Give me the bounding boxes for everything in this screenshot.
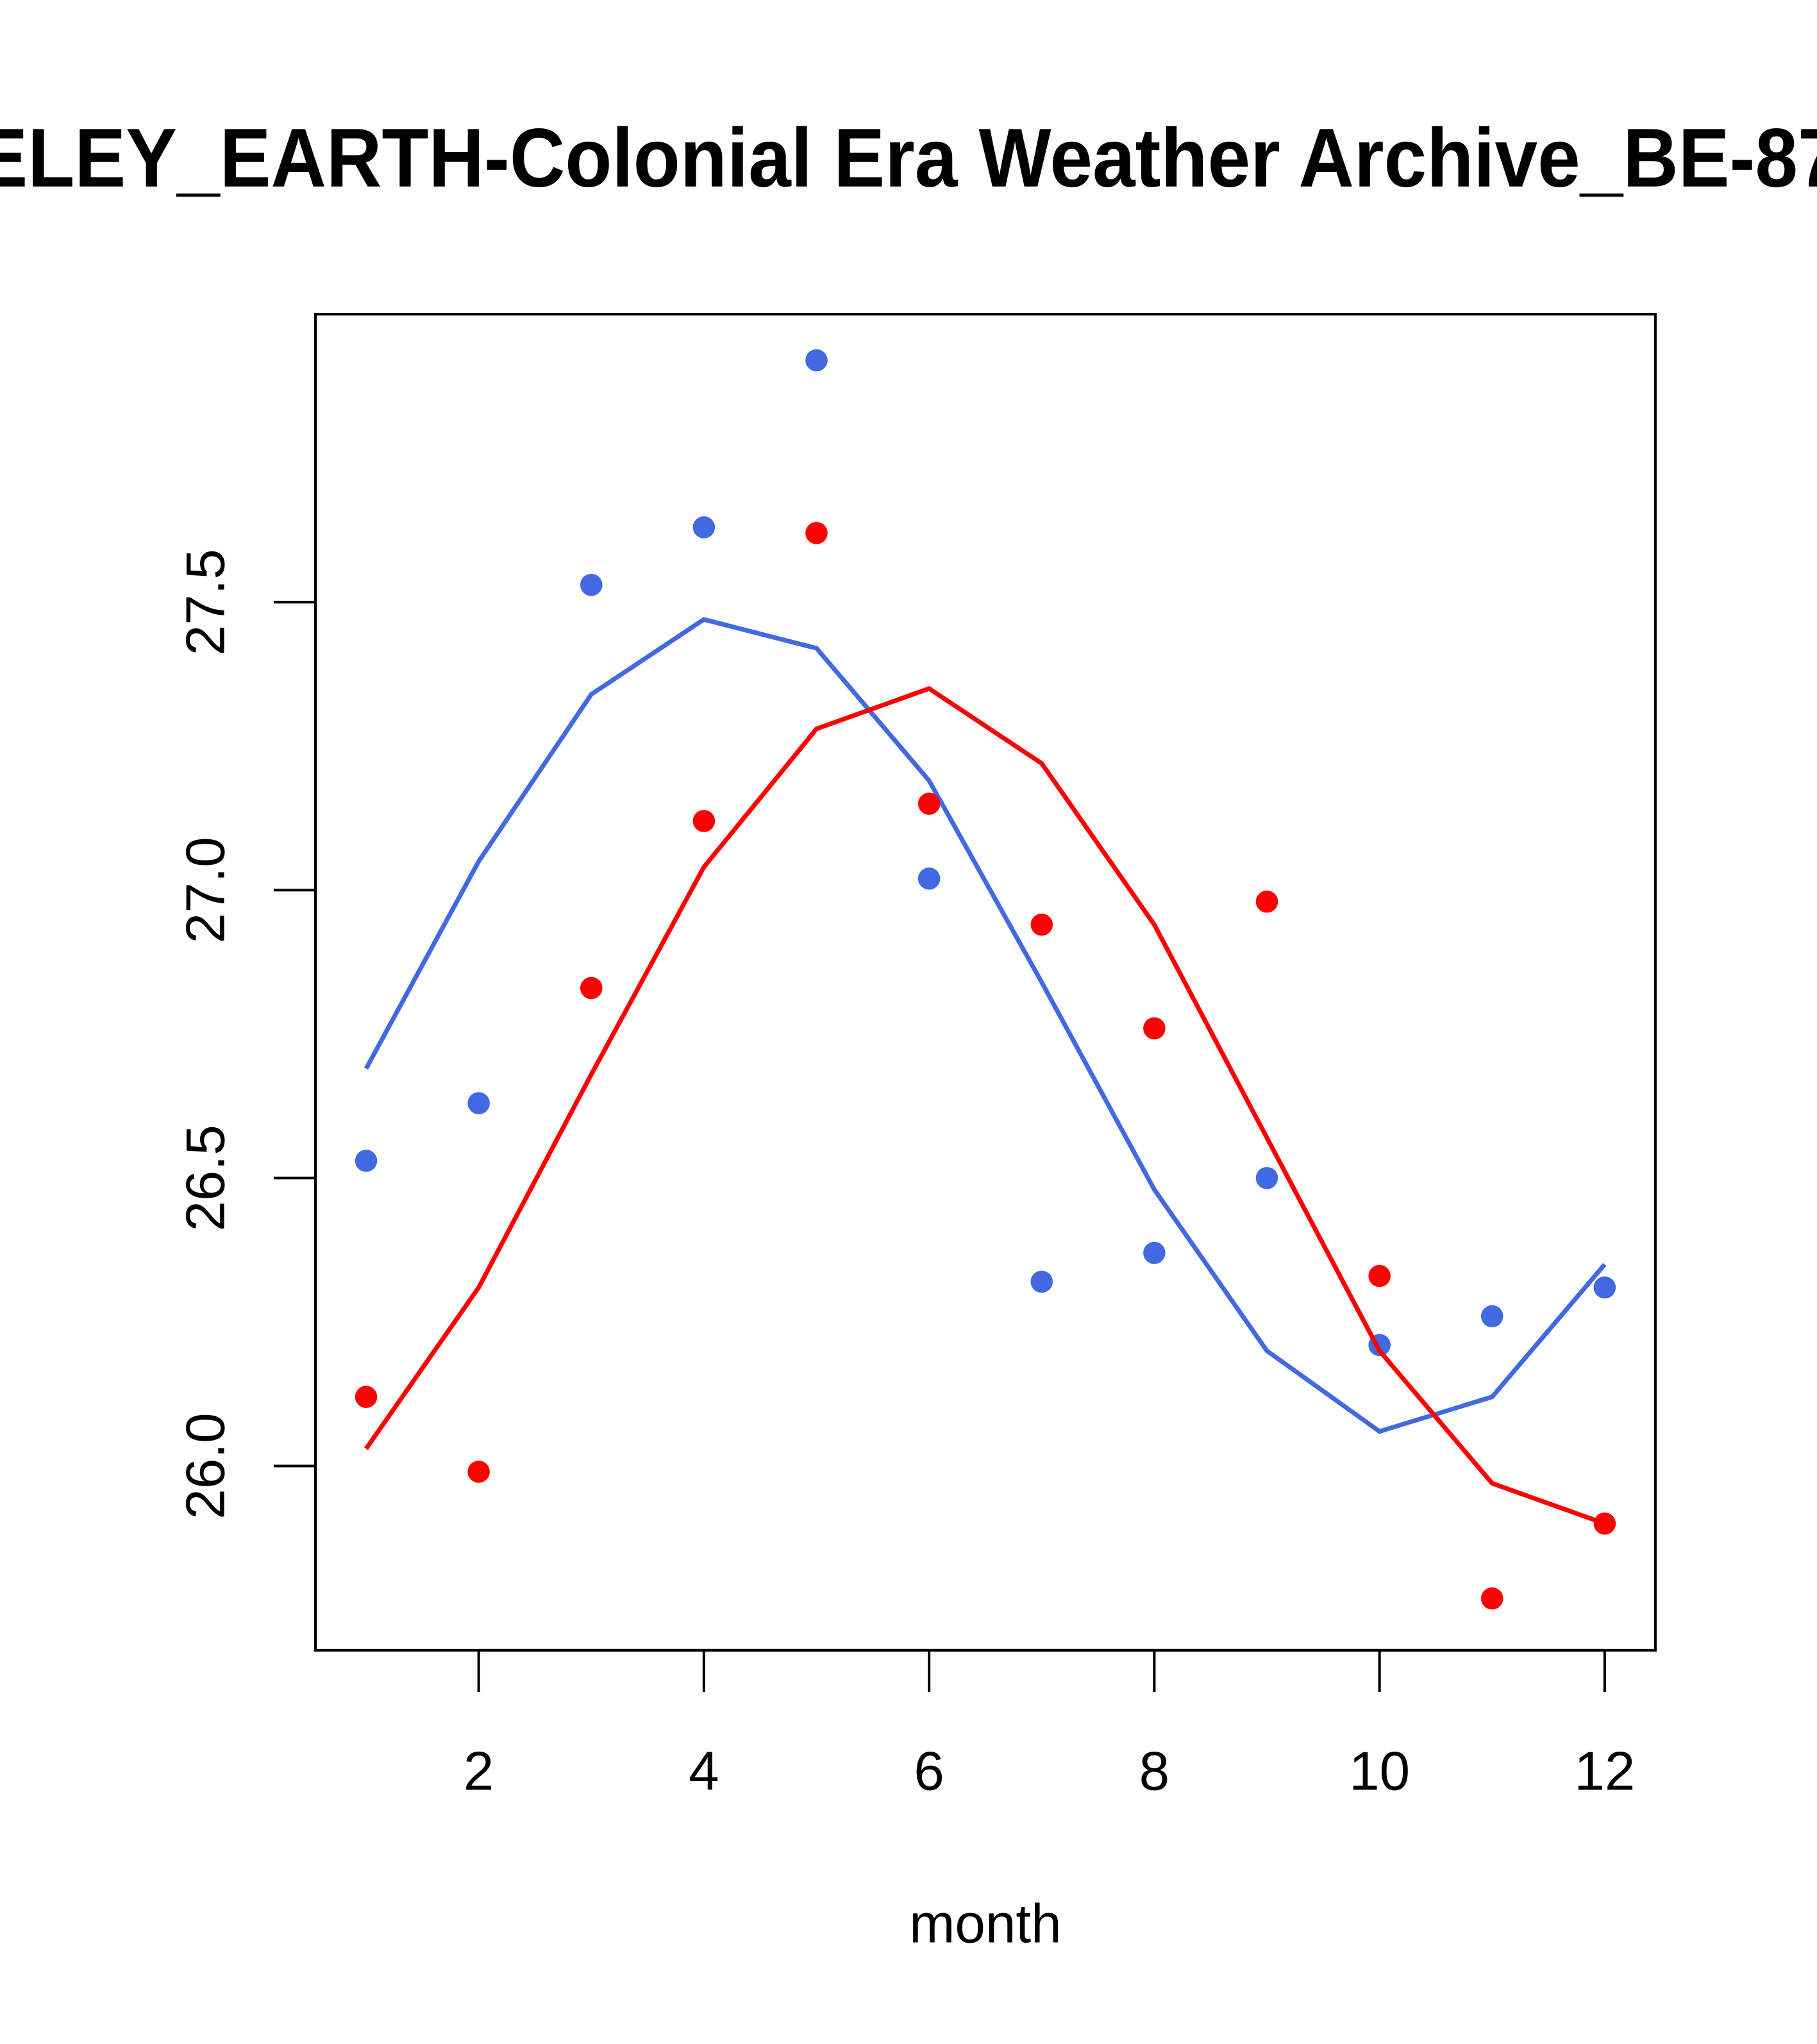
blue-data-point [1593,1276,1616,1299]
blue-data-point [1255,1167,1278,1189]
x-axis: 2 4 6 8 10 12 [464,1648,1635,1802]
x-tick-label: 4 [689,1741,719,1802]
red-smooth-line [364,685,1606,1526]
blue-data-point [1143,1241,1166,1264]
red-data-point [1143,1017,1166,1040]
red-data-point [692,810,716,832]
x-tick-label: 10 [1349,1741,1410,1802]
red-data-point [580,976,603,1000]
red-data-point [355,1386,378,1408]
plot-frame [314,313,1657,1652]
blue-data-point [805,349,828,372]
red-data-point [1593,1512,1616,1535]
x-axis-label: month [909,1893,1061,1954]
red-data-point [917,792,941,815]
blue-data-point [692,516,716,539]
red-data-point [1480,1587,1503,1610]
blue-data-point [1480,1305,1503,1328]
blue-data-point [355,1150,378,1172]
red-data-point [467,1461,490,1483]
red-data-point [1030,913,1053,936]
x-tick-label: 12 [1574,1741,1635,1802]
y-tick-label: 26.0 [176,1412,237,1519]
blue-data-point [467,1092,490,1114]
chart-title: ELEY_EARTH-Colonial Era Weather Archive_… [0,111,1817,205]
x-tick-label: 6 [914,1741,944,1802]
x-tick-label: 8 [1139,1741,1169,1802]
blue-data-point [917,867,941,890]
y-tick-label: 27.0 [176,837,237,943]
y-axis: 26.0 26.5 27.0 27.5 [176,549,317,1520]
blue-smooth-line [364,617,1607,1434]
red-data-point [1368,1264,1391,1287]
y-tick-label: 27.5 [176,549,237,655]
x-tick-label: 2 [464,1741,494,1802]
y-tick-label: 26.5 [176,1125,237,1231]
red-data-point [1255,890,1278,913]
blue-data-point [580,573,603,596]
red-data-point [805,522,828,544]
series-layer [355,349,1616,1610]
blue-data-point [1030,1270,1053,1293]
